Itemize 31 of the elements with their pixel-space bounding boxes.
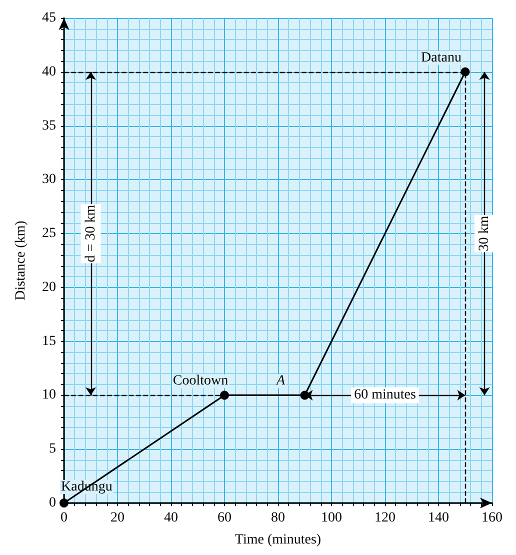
x-tick-label: 40 <box>164 510 178 526</box>
x-axis-title: Time (minutes) <box>234 532 322 548</box>
x-tick-label: 160 <box>482 510 502 526</box>
y-tick-label: 15 <box>42 334 56 349</box>
x-tick-label: 0 <box>60 510 68 526</box>
x-tick-label: 120 <box>374 510 396 526</box>
annotation: A <box>275 374 286 389</box>
annotation: Cooltown <box>172 374 228 389</box>
point <box>460 67 470 76</box>
x-tick-label: 80 <box>271 510 285 526</box>
y-tick-label: 45 <box>42 10 56 26</box>
y-tick-label: 40 <box>42 64 56 80</box>
annotation: Datanu <box>421 50 462 66</box>
point <box>220 390 229 400</box>
y-tick-label: 30 <box>42 172 56 188</box>
y-tick-label: 35 <box>42 118 56 134</box>
x-tick-label: 60 <box>218 510 232 526</box>
annotation: 30 km <box>477 216 492 252</box>
point <box>60 498 68 508</box>
y-tick-label: 20 <box>42 280 56 295</box>
point <box>300 390 310 400</box>
y-tick-label: 25 <box>42 226 56 242</box>
x-tick-label: 20 <box>110 510 124 526</box>
x-tick-label: 140 <box>428 510 449 526</box>
y-tick-label: 0 <box>49 496 56 510</box>
y-tick-label: 5 <box>49 442 56 457</box>
annotation: d = 30 km <box>83 204 98 262</box>
y-axis-title: Distance (km) <box>14 220 28 300</box>
annotation: 60 minutes <box>354 388 416 403</box>
y-tick-label: 10 <box>42 388 56 403</box>
x-tick-label: 100 <box>321 510 342 526</box>
